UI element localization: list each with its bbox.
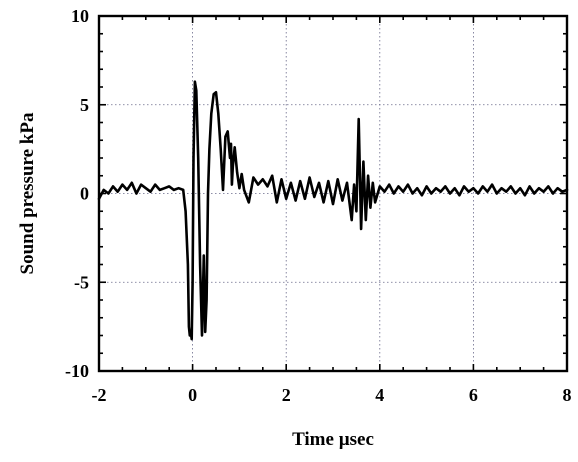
y-tick-label: 5 [80, 95, 89, 115]
x-tick-label: 4 [375, 385, 384, 405]
y-tick-label: -5 [74, 272, 89, 292]
ticks [98, 15, 568, 372]
x-tick-label: 8 [563, 385, 572, 405]
x-tick-label: 2 [282, 385, 291, 405]
y-tick-label: 0 [80, 184, 89, 204]
y-tick-label: 10 [71, 6, 89, 26]
x-tick-label: 0 [188, 385, 197, 405]
tick-labels: -2 0 2 4 6 8 -10 -5 0 5 10 [65, 6, 572, 405]
series-layer [97, 80, 569, 341]
x-axis-title: Time µsec [292, 429, 374, 450]
series-line [97, 80, 569, 341]
x-tick-label: -2 [92, 385, 107, 405]
x-tick-label: 6 [469, 385, 478, 405]
y-axis-title: Sound pressure kPa [17, 112, 38, 274]
y-tick-label: -10 [65, 361, 89, 381]
